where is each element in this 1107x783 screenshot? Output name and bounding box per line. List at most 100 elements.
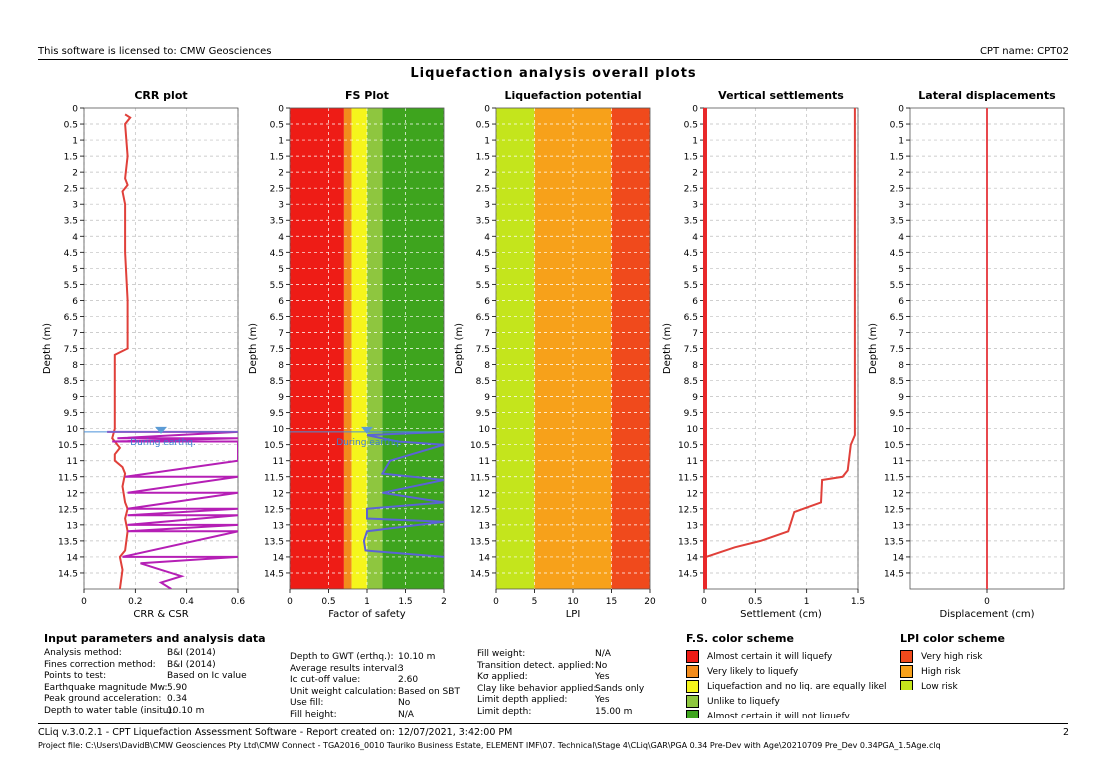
- band-1: [343, 108, 352, 589]
- param-row: Clay like behavior applied:Sands only: [477, 684, 644, 696]
- chart-title: Lateral displacements: [918, 89, 1056, 102]
- y-tick-label: 11: [67, 457, 78, 467]
- scheme-item: High risk: [900, 665, 961, 678]
- chart-4: Lateral displacements00.511.522.533.544.…: [868, 89, 1065, 620]
- scheme-label: Low risk: [921, 682, 958, 690]
- y-tick-label: 10.5: [264, 441, 284, 451]
- param-row: Depth to GWT (erthq.): 10.10 m: [290, 652, 460, 664]
- param-label: Depth to GWT (erthq.):: [290, 652, 394, 662]
- y-tick-label: 11.5: [884, 473, 904, 483]
- y-tick-label: 14.5: [678, 569, 698, 579]
- y-axis-label: Depth (m): [454, 323, 465, 374]
- y-tick-label: 10.5: [884, 441, 904, 451]
- y-tick-label: 7: [692, 329, 698, 339]
- scheme-item: Low risk: [900, 680, 958, 690]
- y-tick-label: 1.5: [476, 153, 490, 163]
- param-label: Fill height:: [290, 709, 337, 720]
- y-tick-label: 12.5: [264, 505, 284, 515]
- y-tick-label: 7.5: [476, 345, 490, 355]
- y-tick-label: 1: [692, 137, 698, 147]
- y-tick-label: 6.5: [684, 313, 698, 323]
- y-tick-label: 1.5: [270, 153, 284, 163]
- y-tick-label: 12: [479, 489, 490, 499]
- y-tick-label: 1.5: [684, 153, 698, 163]
- y-tick-label: 14.5: [264, 569, 284, 579]
- color-swatch: [686, 650, 699, 663]
- param-label: Depth to water table (insitu):: [44, 705, 176, 716]
- y-tick-label: 1.5: [890, 153, 904, 163]
- license-text: This software is licensed to: CMW Geosci…: [38, 46, 272, 57]
- param-value: Yes: [595, 672, 610, 682]
- y-tick-label: 9.5: [270, 409, 284, 419]
- y-tick-label: 12: [273, 489, 284, 499]
- param-value: 3: [398, 663, 404, 674]
- y-tick-label: 5.5: [270, 281, 284, 291]
- scheme-item: Liquefaction and no liq. are equally lik…: [686, 680, 886, 693]
- input-params-col3: Fill weight: N/A Transition detect. applie…: [477, 649, 644, 718]
- y-axis-label: Depth (m): [662, 323, 673, 374]
- y-tick-label: 4: [898, 233, 904, 243]
- y-tick-label: 8: [278, 361, 284, 371]
- chart-2: Liquefaction potential00.511.522.533.544…: [454, 89, 656, 620]
- x-tick-label: 0: [493, 597, 499, 607]
- y-tick-label: 14: [687, 553, 699, 563]
- chart-title: CRR plot: [134, 89, 187, 102]
- param-label: Earthquake magnitude Mw:: [44, 682, 168, 693]
- x-tick-label: 0.6: [231, 597, 246, 607]
- y-tick-label: 10: [893, 425, 905, 435]
- param-label: Transition detect. applied:: [477, 660, 595, 671]
- x-tick-label: 10: [567, 597, 579, 607]
- y-tick-label: 10: [687, 425, 699, 435]
- y-tick-label: 5: [898, 265, 904, 275]
- param-value: 5.90: [167, 682, 188, 693]
- y-tick-label: 10.5: [58, 441, 78, 451]
- param-label: Analysis method:: [44, 648, 122, 658]
- y-tick-label: 5.5: [890, 281, 904, 291]
- param-row: Fill weight: N/A: [477, 649, 644, 661]
- plot-frame: [703, 107, 859, 590]
- y-tick-label: 0.5: [476, 121, 490, 131]
- scheme-item: Very likely to liquefy: [686, 665, 798, 678]
- y-tick-label: 7: [72, 329, 78, 339]
- y-tick-label: 0.5: [64, 121, 78, 131]
- y-tick-label: 13.5: [264, 537, 284, 547]
- y-tick-label: 7: [278, 329, 284, 339]
- footer-rule: [38, 723, 1068, 724]
- y-tick-label: 7.5: [270, 345, 284, 355]
- param-label: Limit depth applied:: [477, 695, 568, 705]
- y-tick-label: 4.5: [270, 249, 284, 259]
- software-line: CLiq v.3.0.2.1 - CPT Liquefaction Assess…: [38, 727, 513, 738]
- y-tick-label: 3.5: [64, 217, 78, 227]
- y-tick-label: 12.5: [884, 505, 904, 515]
- scheme-item: Unlike to liquefy: [686, 695, 780, 708]
- param-label: Points to test:: [44, 671, 107, 681]
- y-tick-label: 3: [898, 201, 904, 211]
- param-label: Fill weight:: [477, 649, 526, 659]
- param-row: Average results interval:3: [290, 664, 460, 676]
- y-tick-label: 14: [273, 553, 285, 563]
- y-tick-label: 1: [484, 137, 490, 147]
- y-tick-label: 12.5: [470, 505, 490, 515]
- color-swatch: [686, 695, 699, 708]
- lpi-scheme-title: LPI color scheme: [900, 632, 1005, 645]
- band-2: [351, 108, 367, 589]
- y-tick-label: 14.5: [884, 569, 904, 579]
- param-label: Clay like behavior applied:: [477, 683, 597, 694]
- fs-scheme-title: F.S. color scheme: [686, 632, 794, 645]
- y-tick-label: 4.5: [684, 249, 698, 259]
- series-line-1: [107, 430, 238, 589]
- y-tick-label: 7.5: [64, 345, 78, 355]
- y-tick-label: 2.5: [890, 185, 904, 195]
- param-value: B&I (2014): [167, 648, 216, 658]
- y-tick-label: 5.5: [64, 281, 78, 291]
- y-tick-label: 8: [72, 361, 78, 371]
- y-tick-label: 11.5: [678, 473, 698, 483]
- y-tick-label: 7.5: [890, 345, 904, 355]
- report-title: Liquefaction analysis overall plots: [410, 66, 697, 81]
- param-value: N/A: [595, 649, 611, 659]
- y-tick-label: 13.5: [58, 537, 78, 547]
- y-tick-label: 3: [692, 201, 698, 211]
- scheme-label: High risk: [921, 667, 961, 677]
- y-tick-label: 4.5: [890, 249, 904, 259]
- y-tick-label: 13.5: [678, 537, 698, 547]
